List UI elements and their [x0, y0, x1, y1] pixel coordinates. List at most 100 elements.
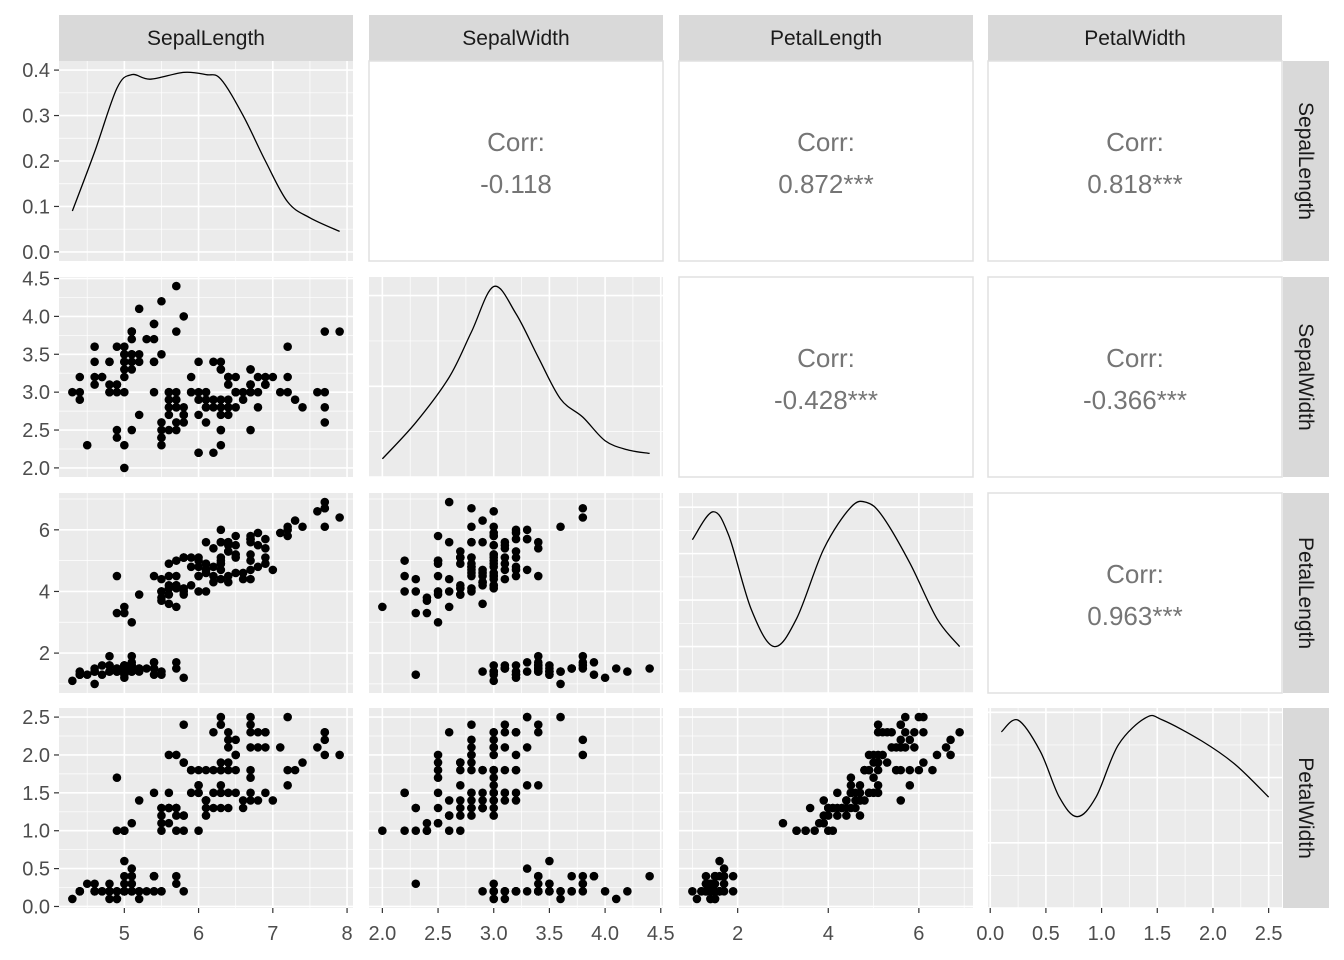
data-point — [444, 826, 454, 836]
data-point — [223, 403, 233, 412]
data-point — [134, 887, 144, 896]
data-point — [186, 553, 196, 562]
data-point — [283, 712, 292, 722]
data-point — [855, 811, 865, 820]
data-point — [157, 433, 166, 442]
data-point — [82, 670, 92, 679]
data-point — [134, 590, 144, 599]
data-point — [864, 750, 874, 760]
data-point — [223, 788, 233, 798]
data-point — [261, 544, 270, 553]
data-point — [320, 727, 330, 737]
data-point — [433, 617, 443, 627]
data-point — [216, 410, 226, 420]
data-point — [120, 871, 129, 881]
data-point — [127, 349, 137, 359]
data-point — [500, 743, 510, 752]
data-point — [578, 513, 588, 522]
data-point — [489, 894, 499, 904]
data-point — [578, 651, 588, 661]
data-point — [444, 574, 454, 584]
data-point — [533, 727, 543, 737]
data-point — [320, 418, 330, 427]
data-point — [283, 525, 292, 535]
data-point — [545, 879, 554, 889]
data-point — [75, 887, 85, 896]
corr-value: 0.818*** — [1087, 169, 1182, 199]
data-point — [231, 403, 240, 412]
data-point — [456, 796, 465, 805]
data-point — [946, 735, 955, 745]
x-tick-label: 4 — [823, 923, 834, 945]
data-point — [706, 894, 715, 904]
data-point — [164, 580, 174, 590]
data-point — [127, 334, 137, 344]
data-point — [896, 720, 906, 729]
data-point — [172, 750, 181, 760]
data-point — [246, 743, 255, 752]
data-point — [283, 342, 292, 351]
data-point — [157, 440, 166, 450]
y-tick-label: 0.0 — [22, 896, 50, 918]
data-point — [149, 334, 159, 344]
data-point — [142, 664, 151, 673]
data-point — [500, 894, 510, 904]
data-point — [522, 667, 532, 676]
data-point — [298, 403, 307, 412]
data-point — [556, 522, 565, 532]
data-point — [298, 522, 307, 532]
data-point — [275, 387, 285, 397]
data-point — [127, 617, 137, 627]
data-point — [157, 418, 166, 427]
x-tick-label: 2.0 — [368, 923, 396, 945]
data-point — [837, 803, 847, 813]
data-point — [261, 372, 270, 382]
data-point — [90, 667, 99, 676]
data-point — [444, 537, 454, 547]
data-point — [157, 596, 166, 606]
data-point — [433, 818, 443, 828]
x-tick-label: 3.0 — [480, 923, 508, 945]
data-point — [238, 803, 248, 813]
data-point — [164, 403, 174, 412]
data-point — [778, 818, 788, 828]
data-point — [253, 540, 263, 550]
data-point — [216, 425, 226, 435]
data-point — [567, 664, 576, 673]
data-point — [320, 503, 330, 513]
data-point — [105, 661, 114, 670]
data-point — [149, 788, 159, 798]
data-point — [511, 534, 521, 544]
data-point — [645, 871, 654, 881]
data-point — [688, 887, 697, 896]
data-point — [456, 780, 465, 790]
data-point — [313, 507, 322, 516]
y-tick-label: 2.0 — [22, 458, 50, 480]
data-point — [919, 712, 928, 722]
data-point — [157, 296, 166, 306]
data-point — [533, 537, 543, 547]
x-tick-label: 2.0 — [1199, 923, 1227, 945]
data-point — [194, 556, 203, 565]
data-point — [882, 758, 892, 767]
y-tick-label: 0.3 — [22, 106, 50, 128]
data-point — [172, 871, 181, 881]
data-point — [805, 803, 815, 813]
data-point — [238, 568, 248, 578]
data-point — [489, 788, 499, 798]
data-point — [194, 387, 203, 397]
data-point — [157, 670, 166, 679]
data-point — [105, 387, 114, 397]
data-point — [223, 803, 233, 813]
data-point — [878, 750, 887, 760]
data-point — [400, 788, 409, 798]
data-point — [179, 758, 189, 767]
data-point — [533, 544, 543, 553]
data-point — [873, 765, 883, 775]
x-tick-label: 2 — [732, 923, 743, 945]
data-point — [134, 304, 144, 314]
data-point — [290, 516, 300, 525]
data-point — [194, 780, 203, 790]
data-point — [313, 743, 322, 752]
data-point — [456, 590, 465, 599]
